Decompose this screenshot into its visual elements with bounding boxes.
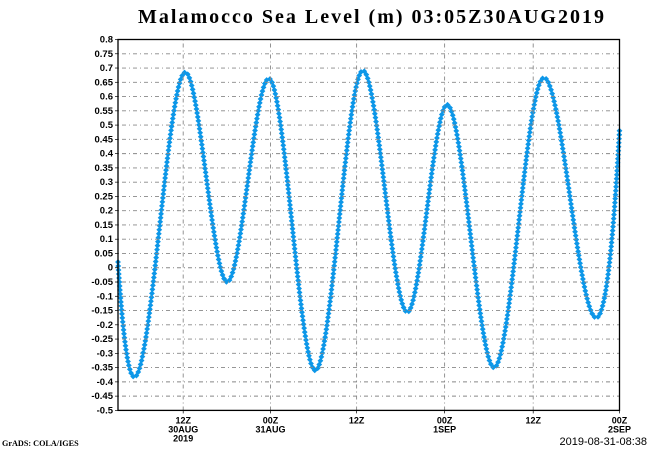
svg-text:-0.3: -0.3	[97, 348, 113, 359]
svg-text:0.5: 0.5	[100, 120, 114, 131]
svg-text:-0.1: -0.1	[97, 291, 114, 302]
svg-text:1SEP: 1SEP	[433, 424, 456, 434]
svg-text:-0.15: -0.15	[91, 306, 113, 317]
svg-text:0.05: 0.05	[95, 248, 114, 259]
svg-text:31AUG: 31AUG	[255, 424, 285, 434]
svg-text:-0.45: -0.45	[91, 391, 113, 402]
svg-text:0.2: 0.2	[100, 206, 113, 217]
svg-text:0.1: 0.1	[100, 234, 114, 245]
svg-text:12Z: 12Z	[525, 415, 541, 425]
svg-text:0.8: 0.8	[100, 35, 113, 46]
svg-text:-0.05: -0.05	[91, 277, 113, 288]
svg-text:-0.25: -0.25	[91, 334, 113, 345]
svg-text:0.25: 0.25	[95, 191, 114, 202]
svg-text:-0.4: -0.4	[97, 377, 114, 388]
svg-text:0.35: 0.35	[95, 163, 114, 174]
svg-text:2019: 2019	[173, 433, 193, 443]
svg-text:0.7: 0.7	[100, 63, 113, 74]
svg-text:-0.35: -0.35	[91, 363, 113, 374]
svg-text:2SEP: 2SEP	[608, 424, 631, 434]
svg-text:0.3: 0.3	[100, 177, 113, 188]
svg-text:0.65: 0.65	[95, 77, 114, 88]
svg-text:0.15: 0.15	[95, 220, 114, 231]
svg-text:0.75: 0.75	[95, 49, 114, 60]
svg-text:0: 0	[108, 263, 113, 274]
svg-text:12Z: 12Z	[349, 415, 365, 425]
svg-text:0.45: 0.45	[95, 134, 114, 145]
svg-text:-0.2: -0.2	[97, 320, 113, 331]
svg-text:-0.5: -0.5	[97, 405, 114, 416]
svg-text:0.55: 0.55	[95, 106, 114, 117]
svg-text:0.4: 0.4	[100, 149, 114, 160]
svg-text:0.6: 0.6	[100, 92, 113, 103]
